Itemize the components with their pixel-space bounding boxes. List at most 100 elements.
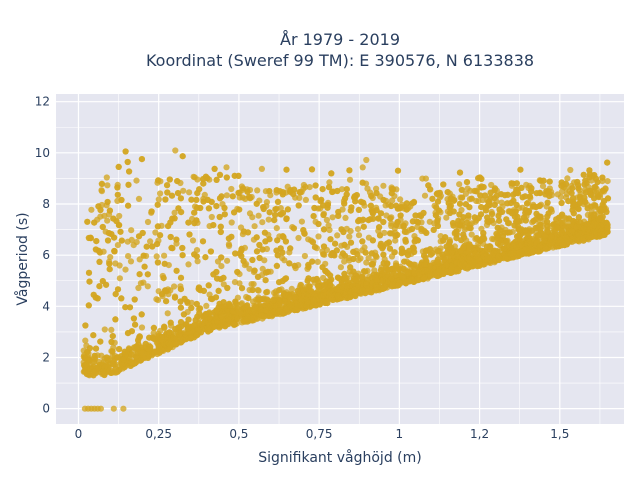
data-point [310,213,317,220]
data-point [274,237,281,244]
data-point [368,192,375,200]
data-point [412,212,419,219]
data-point [544,213,551,220]
data-point [380,182,387,189]
data-point [326,179,333,186]
data-point [487,194,494,201]
data-point [454,266,461,273]
data-point [359,164,366,171]
data-point [499,208,506,215]
data-point [216,195,224,202]
data-point [567,166,574,174]
data-point [273,225,280,232]
data-point [177,195,184,202]
data-point [249,214,256,221]
data-point [528,246,535,253]
data-point [440,181,447,188]
data-point [320,292,327,299]
data-point [327,272,334,279]
data-point [388,220,395,227]
data-point [164,189,171,196]
data-point [249,286,256,294]
data-point [85,234,92,242]
data-point [403,200,410,207]
data-point [339,250,346,257]
data-point [308,166,316,173]
data-point [229,193,236,200]
data-point [173,236,180,243]
data-point [191,220,198,227]
data-point [98,188,105,195]
data-point [199,238,207,245]
data-point [332,240,339,247]
data-point [153,296,160,303]
data-point [568,190,575,197]
data-point [213,176,220,183]
data-point [231,172,238,179]
data-point [122,266,129,273]
data-point [603,219,610,226]
data-point [287,245,294,252]
data-point [196,186,203,193]
data-point [355,232,363,239]
data-point [249,256,256,264]
data-point [214,275,221,282]
data-point [230,320,237,328]
data-point [213,203,220,210]
data-point [138,311,145,318]
data-point [279,233,286,240]
data-point [84,218,91,225]
data-point [337,264,344,271]
data-point [137,280,144,287]
data-point [390,186,397,193]
data-point [194,258,201,265]
data-point [236,206,243,213]
data-point [161,323,168,330]
data-point [174,190,182,197]
data-point [544,218,551,225]
data-point [184,298,191,305]
data-point [276,298,283,305]
data-point [255,287,262,294]
data-point [276,287,283,294]
data-point [283,166,290,173]
data-point [225,235,232,242]
data-point [480,230,487,237]
data-point [497,227,504,234]
data-point [335,208,342,216]
data-point [110,361,117,368]
data-point [310,297,317,304]
data-point [545,189,552,196]
data-point [255,212,262,219]
data-point [121,348,128,355]
data-point [319,186,326,193]
data-point [311,204,318,212]
data-point [171,283,178,290]
data-point [297,302,305,309]
data-point [588,203,595,210]
data-point [514,213,521,220]
data-point [273,262,280,269]
data-point [133,343,140,350]
data-point [251,223,258,230]
data-point [104,182,111,189]
data-point [480,184,487,191]
data-point [103,174,110,181]
data-point [326,226,333,234]
data-point [302,196,309,203]
data-point [575,214,583,221]
data-point [118,295,125,302]
data-point [301,252,308,260]
data-point [541,232,548,239]
data-point [177,319,185,326]
data-point [393,222,400,229]
data-point [401,258,408,265]
data-point [286,260,293,267]
data-point [415,269,422,276]
data-point [118,237,125,244]
data-point [274,252,281,259]
data-point [419,175,426,182]
data-point [142,340,149,347]
data-point [185,261,192,268]
data-point [338,186,346,193]
